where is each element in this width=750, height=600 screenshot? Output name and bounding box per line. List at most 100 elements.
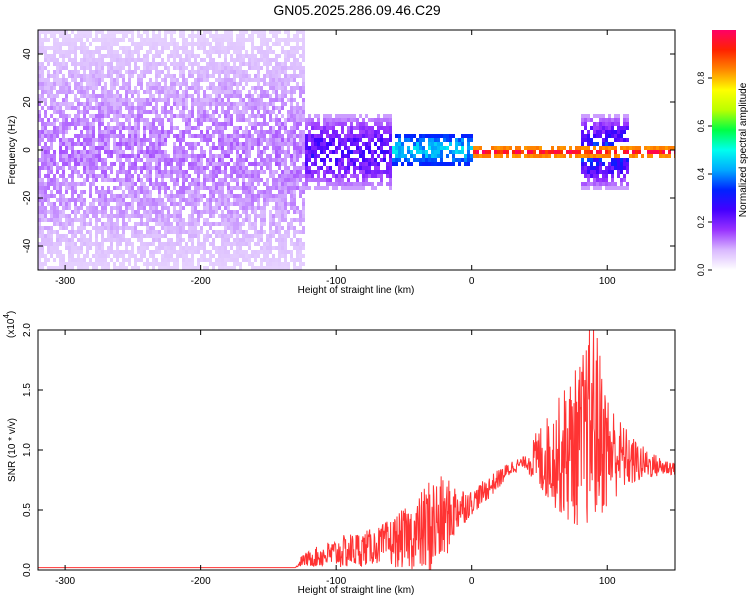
heatmap-cell [266,42,269,46]
heatmap-cell [257,202,260,206]
heatmap-cell [281,158,284,162]
heatmap-cell [602,178,605,182]
heatmap-cell [323,170,326,174]
heatmap-cell [47,258,50,262]
heatmap-cell [596,178,599,182]
heatmap-cell [242,46,245,50]
heatmap-cell [377,166,380,170]
heatmap-cell [119,198,122,202]
heatmap-cell [224,62,227,66]
heatmap-cell [239,110,242,114]
heatmap-cell [53,98,56,102]
heatmap-cell [230,38,233,42]
heatmap-cell [44,146,47,150]
heatmap-cell [77,170,80,174]
heatmap-cell [77,230,80,234]
heatmap-cell [236,262,239,266]
heatmap-cell [92,126,95,130]
heatmap-cell [218,86,221,90]
heatmap-cell [284,118,287,122]
heatmap-cell [587,138,590,142]
heatmap-cell [344,134,347,138]
heatmap-cell [452,162,455,166]
heatmap-cell [125,222,128,226]
heatmap-cell [128,114,131,118]
heatmap-cell [428,142,431,146]
heatmap-cell [62,62,65,66]
heatmap-cell [251,38,254,42]
heatmap-cell [266,158,269,162]
heatmap-cell [197,162,200,166]
heatmap-cell [83,86,86,90]
heatmap-cell [368,166,371,170]
heatmap-cell [329,158,332,162]
heatmap-cell [197,214,200,218]
heatmap-cell [206,78,209,82]
heatmap-cell [155,174,158,178]
heatmap-cell [149,126,152,130]
heatmap-cell [260,34,263,38]
heatmap-cell [224,178,227,182]
heatmap-cell [326,154,329,158]
heatmap-cell [164,174,167,178]
heatmap-cell [281,102,284,106]
heatmap-cell [77,122,80,126]
heatmap-cell [161,186,164,190]
heatmap-cell [128,30,131,34]
heatmap-cell [131,146,134,150]
heatmap-cell [284,50,287,54]
heatmap-cell [584,162,587,166]
heatmap-cell [611,170,614,174]
heatmap-cell [212,266,215,270]
heatmap-cell [161,178,164,182]
heatmap-cell [245,230,248,234]
heatmap-cell [251,110,254,114]
heatmap-cell [179,170,182,174]
heatmap-cell [104,130,107,134]
heatmap-cell [290,198,293,202]
heatmap-cell [173,194,176,198]
heatmap-cell [278,250,281,254]
heatmap-cell [92,266,95,270]
heatmap-cell [581,130,584,134]
heatmap-cell [185,106,188,110]
heatmap-cell [224,226,227,230]
heatmap-cell [587,170,590,174]
heatmap-cell [323,142,326,146]
heatmap-cell [197,194,200,198]
heatmap-cell [203,238,206,242]
heatmap-cell [290,46,293,50]
heatmap-cell [131,186,134,190]
heatmap-cell [329,138,332,142]
heatmap-cell [146,126,149,130]
heatmap-cell [377,182,380,186]
heatmap-cell [218,234,221,238]
heatmap-cell [59,90,62,94]
heatmap-cell [74,234,77,238]
heatmap-cell [233,218,236,222]
heatmap-cell [86,266,89,270]
heatmap-cell [236,198,239,202]
heatmap-cell [602,130,605,134]
heatmap-cell [467,154,470,158]
heatmap-cell [149,178,152,182]
heatmap-cell [224,46,227,50]
heatmap-cell [278,74,281,78]
heatmap-cell [74,214,77,218]
heatmap-cell [197,38,200,42]
heatmap-cell [350,158,353,162]
heatmap-cell [221,178,224,182]
heatmap-cell [317,126,320,130]
heatmap-cell [125,82,128,86]
heatmap-cell [170,106,173,110]
heatmap-cell [245,234,248,238]
heatmap-cell [269,198,272,202]
heatmap-cell [260,66,263,70]
heatmap-cell [68,198,71,202]
heatmap-cell [584,122,587,126]
heatmap-cell [194,146,197,150]
heatmap-cell [176,222,179,226]
heatmap-cell [254,58,257,62]
heatmap-cell [158,190,161,194]
heatmap-cell [44,158,47,162]
